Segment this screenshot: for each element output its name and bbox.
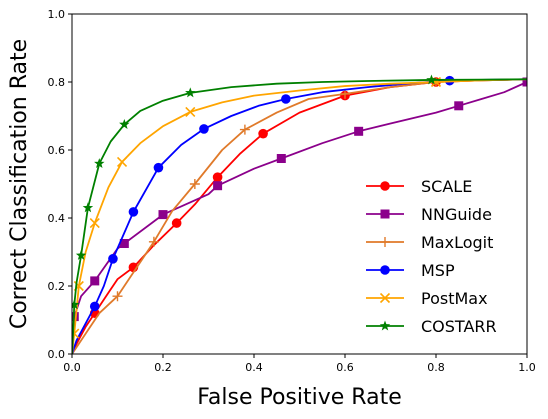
legend-entry-nnguide: NNGuide (366, 205, 492, 224)
legend-marker (380, 181, 390, 191)
data-point-nnguide-1 (90, 276, 100, 286)
y-tick-label: 0.0 (48, 348, 66, 361)
data-point-postmax-2 (89, 218, 100, 229)
data-point-msp-4 (199, 124, 209, 134)
data-point-scale-3 (212, 172, 223, 182)
data-point-postmax-0 (72, 328, 80, 339)
legend-marker (379, 292, 391, 304)
data-point-costarr-6 (426, 74, 437, 85)
legend-marker (380, 265, 390, 275)
data-point-maxlogit-1 (148, 236, 159, 247)
x-tick-label: 0.2 (154, 361, 172, 374)
y-tick-label: 0.2 (48, 280, 66, 293)
legend-entry-postmax: PostMax (366, 289, 488, 308)
legend-marker (380, 209, 390, 219)
x-tick-label: 0.4 (245, 361, 263, 374)
y-tick-label: 1.0 (48, 8, 66, 21)
legend-marker (379, 320, 391, 331)
data-point-msp-1 (108, 253, 118, 264)
y-tick-label: 0.4 (48, 212, 66, 225)
data-point-nnguide-4 (213, 181, 223, 191)
series-line-postmax (72, 78, 527, 354)
data-point-costarr-3 (94, 158, 105, 169)
plot-frame (71, 13, 528, 355)
data-point-costarr-0 (72, 299, 80, 310)
legend-label: NNGuide (421, 205, 492, 224)
data-point-postmax-3 (116, 156, 128, 167)
x-tick-label: 0.8 (427, 361, 445, 374)
legend-entry-costarr: COSTARR (366, 317, 497, 336)
data-point-costarr-1 (75, 249, 87, 260)
legend-label: COSTARR (421, 317, 497, 336)
x-tick-label: 0.6 (336, 361, 354, 374)
legend-entry-maxlogit: MaxLogit (366, 233, 493, 252)
y-tick-label: 0.6 (48, 144, 66, 157)
data-point-costarr-4 (119, 119, 130, 129)
data-point-nnguide-2 (119, 239, 129, 248)
legend-entry-msp: MSP (366, 261, 455, 280)
series-costarr (72, 74, 527, 354)
x-tick-label: 1.0 (518, 361, 536, 374)
data-point-nnguide-3 (158, 210, 168, 220)
data-point-nnguide-6 (354, 126, 364, 136)
data-point-postmax-4 (185, 106, 196, 117)
legend-entry-scale: SCALE (366, 177, 472, 196)
series-line-maxlogit (72, 78, 527, 354)
data-point-costarr-5 (185, 87, 196, 98)
data-point-msp-3 (153, 162, 164, 173)
data-point-msp-5 (281, 94, 291, 104)
data-point-scale-4 (258, 128, 268, 139)
legend-label: MSP (421, 261, 455, 280)
data-point-msp-0 (89, 301, 100, 312)
legend-label: MaxLogit (421, 233, 493, 252)
y-tick-label: 0.8 (48, 76, 66, 89)
data-point-maxlogit-4 (340, 88, 350, 99)
y-axis-label: Correct Classification Rate (7, 39, 32, 329)
data-point-nnguide-7 (454, 101, 464, 111)
data-point-scale-2 (171, 218, 182, 228)
data-point-costarr-2 (82, 202, 94, 213)
x-axis-label: False Positive Rate (197, 385, 401, 410)
legend: SCALE NNGuide MaxLogit MSP PostMax COSTARR (366, 177, 497, 336)
data-point-maxlogit-2 (189, 179, 200, 189)
data-point-maxlogit-0 (112, 291, 123, 302)
data-point-nnguide-8 (522, 77, 527, 87)
axes: 0.0 0.2 0.4 0.6 0.8 1.0 0.0 0.2 0.4 0.6 0.8 1.0 (48, 8, 536, 374)
data-point-maxlogit-3 (239, 124, 250, 135)
data-point-msp-2 (128, 207, 139, 217)
plot-area (72, 74, 527, 354)
legend-label: SCALE (421, 177, 472, 196)
legend-label: PostMax (421, 289, 488, 308)
series-line-costarr (72, 78, 527, 354)
data-point-nnguide-5 (276, 154, 286, 163)
legend-marker (380, 237, 390, 247)
x-tick-label: 0.0 (63, 361, 81, 374)
